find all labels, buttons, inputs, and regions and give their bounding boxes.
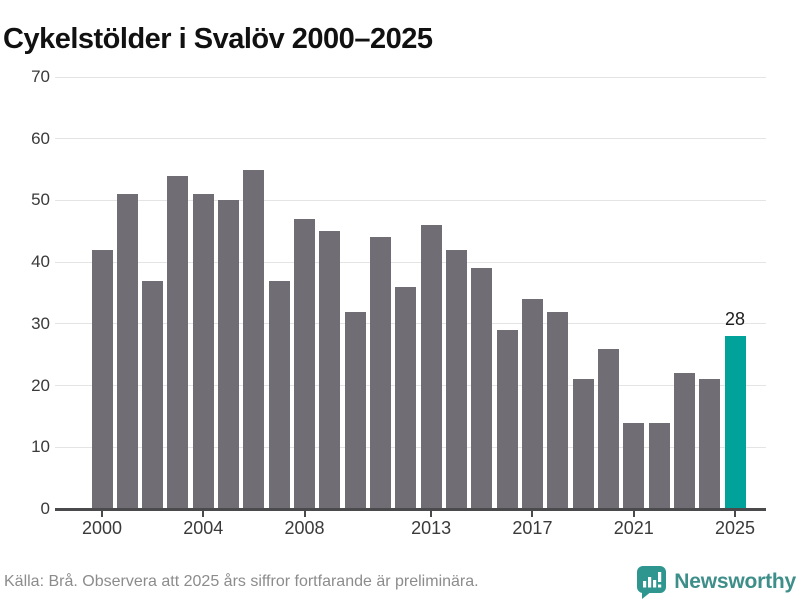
bar-2013: [420, 225, 442, 509]
x-axis-tick: [430, 510, 433, 517]
bar-2003: [167, 175, 189, 509]
gridline-y-40: [55, 261, 766, 263]
y-axis-tick-label: 0: [40, 499, 50, 518]
highlight-value-label: 28: [724, 309, 746, 330]
bar-2009: [319, 231, 341, 509]
chart-title: Cykelstölder i Svalöv 2000–2025: [3, 23, 433, 56]
bar-2004: [192, 194, 214, 509]
bar-2016: [496, 330, 518, 509]
x-axis-tick: [101, 510, 103, 517]
bar-2015: [471, 268, 493, 509]
gridline-y-70: [55, 76, 766, 78]
bar-2022: [648, 422, 670, 509]
x-axis-tick: [734, 510, 736, 517]
bar-2005: [218, 200, 240, 509]
x-axis-tick-label: 2017: [512, 518, 553, 538]
newsworthy-logo-link[interactable]: Newsworthy: [636, 565, 796, 599]
x-axis-tick: [202, 510, 205, 517]
x-axis-tick-label: 2013: [411, 518, 452, 538]
gridline-y-50: [55, 199, 766, 201]
chart-footer: Källa: Brå. Observera att 2025 års siffr…: [0, 565, 800, 600]
bar-2011: [370, 237, 392, 509]
y-axis-tick-label: 70: [31, 67, 50, 86]
bar-2014: [445, 249, 467, 509]
bar-2010: [344, 311, 366, 509]
bar-chart: 0 10 20 30 40 50 60 70 28 2000 2004 2008 2013 2017 202…: [31, 67, 766, 538]
bar-2007: [268, 280, 290, 509]
source-note: Källa: Brå. Observera att 2025 års siffr…: [4, 573, 479, 590]
y-axis-tick-label: 50: [31, 190, 50, 210]
bar-2002: [142, 280, 164, 509]
gridline-y-60: [55, 138, 766, 140]
bar-2008: [294, 218, 316, 509]
bar-2001: [116, 194, 138, 509]
bar-2024: [699, 379, 721, 509]
x-axis-line: [55, 507, 766, 511]
bar-2019: [572, 379, 594, 509]
bar-2006: [243, 169, 265, 509]
bar-2023: [673, 373, 695, 509]
bar-2012: [395, 286, 417, 509]
x-axis-tick-label: 2008: [284, 518, 325, 538]
y-axis-tick-label: 40: [31, 252, 50, 272]
x-axis-tick-label: 2025: [714, 518, 756, 538]
bar-2017: [521, 299, 543, 509]
x-axis-tick-label: 2004: [183, 518, 224, 538]
y-axis-tick-label: 30: [31, 313, 50, 333]
y-axis-tick-label: 60: [31, 128, 50, 148]
y-axis-tick-label: 20: [31, 375, 50, 395]
bar-2000: [91, 249, 113, 509]
x-axis-tick-label: 2000: [81, 518, 123, 538]
x-axis-tick: [632, 510, 635, 517]
y-axis-tick-label: 10: [31, 437, 50, 457]
x-axis-tick-label: 2021: [613, 518, 654, 538]
newsworthy-brand-name: Newsworthy: [674, 570, 796, 593]
bar-2018: [547, 311, 569, 509]
x-axis-tick: [303, 510, 306, 517]
bar-2021: [623, 422, 645, 509]
bar-2020: [597, 348, 619, 509]
x-axis-tick: [531, 510, 534, 517]
bar-2025: [724, 336, 746, 509]
newsworthy-logo-icon: [636, 565, 667, 599]
